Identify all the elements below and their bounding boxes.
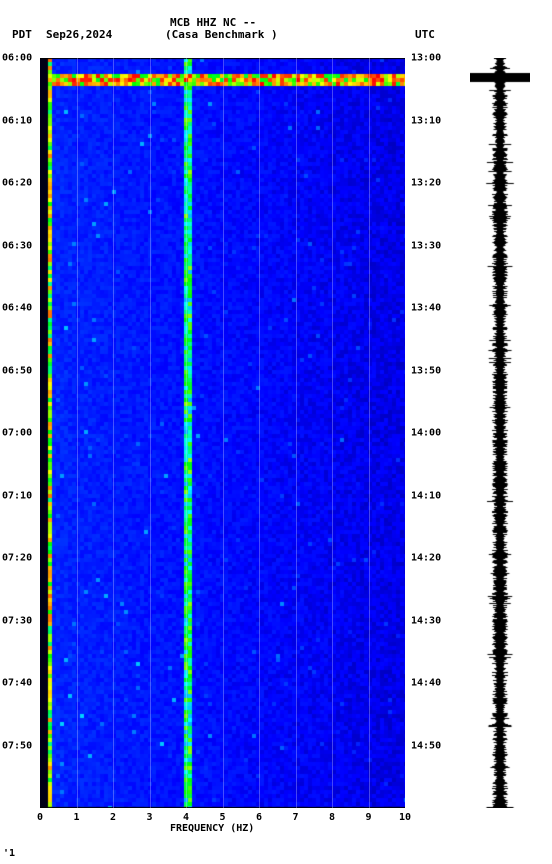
ytick-left: 07:00 [2, 428, 32, 439]
gridline [77, 58, 78, 808]
gridline [113, 58, 114, 808]
gridline [259, 58, 260, 808]
xtick: 1 [73, 812, 79, 823]
ytick-left: 07:10 [2, 490, 32, 501]
xtick: 10 [399, 812, 411, 823]
ytick-left: 06:40 [2, 303, 32, 314]
date-label: Sep26,2024 [46, 28, 112, 41]
ytick-left: 06:50 [2, 365, 32, 376]
ytick-right: 13:50 [411, 365, 441, 376]
xtick: 3 [146, 812, 152, 823]
ytick-right: 13:10 [411, 115, 441, 126]
ytick-right: 13:20 [411, 178, 441, 189]
gridline [223, 58, 224, 808]
xtick: 9 [365, 812, 371, 823]
tz-left-label: PDT [12, 28, 32, 41]
xtick: 5 [219, 812, 225, 823]
gridline [369, 58, 370, 808]
corner-mark: '1 [3, 848, 15, 859]
xtick: 4 [183, 812, 189, 823]
ytick-left: 07:50 [2, 740, 32, 751]
ytick-right: 13:40 [411, 303, 441, 314]
ytick-right: 14:40 [411, 678, 441, 689]
gridline [332, 58, 333, 808]
ytick-left: 06:20 [2, 178, 32, 189]
ytick-left: 07:20 [2, 553, 32, 564]
location-label: (Casa Benchmark ) [165, 28, 278, 41]
gridline [186, 58, 187, 808]
ytick-left: 07:40 [2, 678, 32, 689]
ytick-left: 07:30 [2, 615, 32, 626]
xtick: 2 [110, 812, 116, 823]
ytick-right: 13:00 [411, 53, 441, 64]
ytick-right: 14:30 [411, 615, 441, 626]
x-axis-label: FREQUENCY (HZ) [170, 823, 254, 834]
tz-right-label: UTC [415, 28, 435, 41]
xtick: 7 [292, 812, 298, 823]
ytick-right: 14:50 [411, 740, 441, 751]
ytick-left: 06:10 [2, 115, 32, 126]
xtick: 8 [329, 812, 335, 823]
ytick-right: 13:30 [411, 240, 441, 251]
ytick-left: 06:30 [2, 240, 32, 251]
gridline [296, 58, 297, 808]
gridline [150, 58, 151, 808]
xtick: 0 [37, 812, 43, 823]
ytick-right: 14:20 [411, 553, 441, 564]
xtick: 6 [256, 812, 262, 823]
ytick-right: 14:00 [411, 428, 441, 439]
ytick-right: 14:10 [411, 490, 441, 501]
waveform-canvas [470, 58, 530, 808]
ytick-left: 06:00 [2, 53, 32, 64]
spectrogram-plot [40, 58, 405, 808]
waveform-trace [470, 58, 530, 808]
